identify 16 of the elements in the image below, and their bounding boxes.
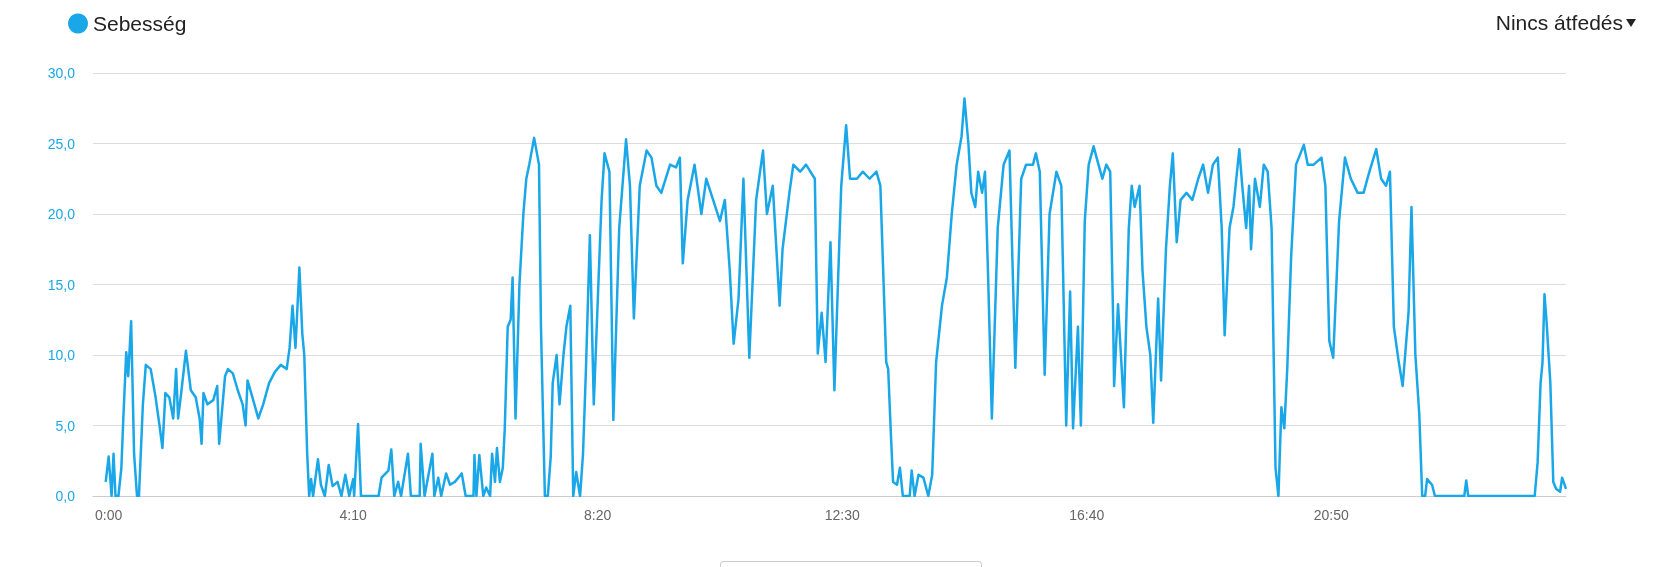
x-tick-label: 20:50 <box>1313 507 1349 523</box>
x-tick-label: 8:20 <box>584 507 612 523</box>
x-tick-label: 0:00 <box>95 507 123 523</box>
y-tick-label: 20,0 <box>47 206 76 222</box>
x-tick-label: 16:40 <box>1069 507 1105 523</box>
x-tick-label: 12:30 <box>824 507 860 523</box>
legend-label: Sebesség <box>93 12 187 35</box>
y-tick-label: 0,0 <box>55 488 76 504</box>
x-tick-label: 4:10 <box>339 507 368 523</box>
y-tick-label: 30,0 <box>47 65 76 81</box>
y-tick-label: 25,0 <box>47 135 76 152</box>
y-tick-label: 15,0 <box>47 276 76 293</box>
text: Nincs átfedés <box>1495 11 1623 35</box>
y-tick-label: 5,0 <box>55 417 76 434</box>
line-series <box>104 97 1568 498</box>
y-tick-label: 10,0 <box>47 347 76 363</box>
